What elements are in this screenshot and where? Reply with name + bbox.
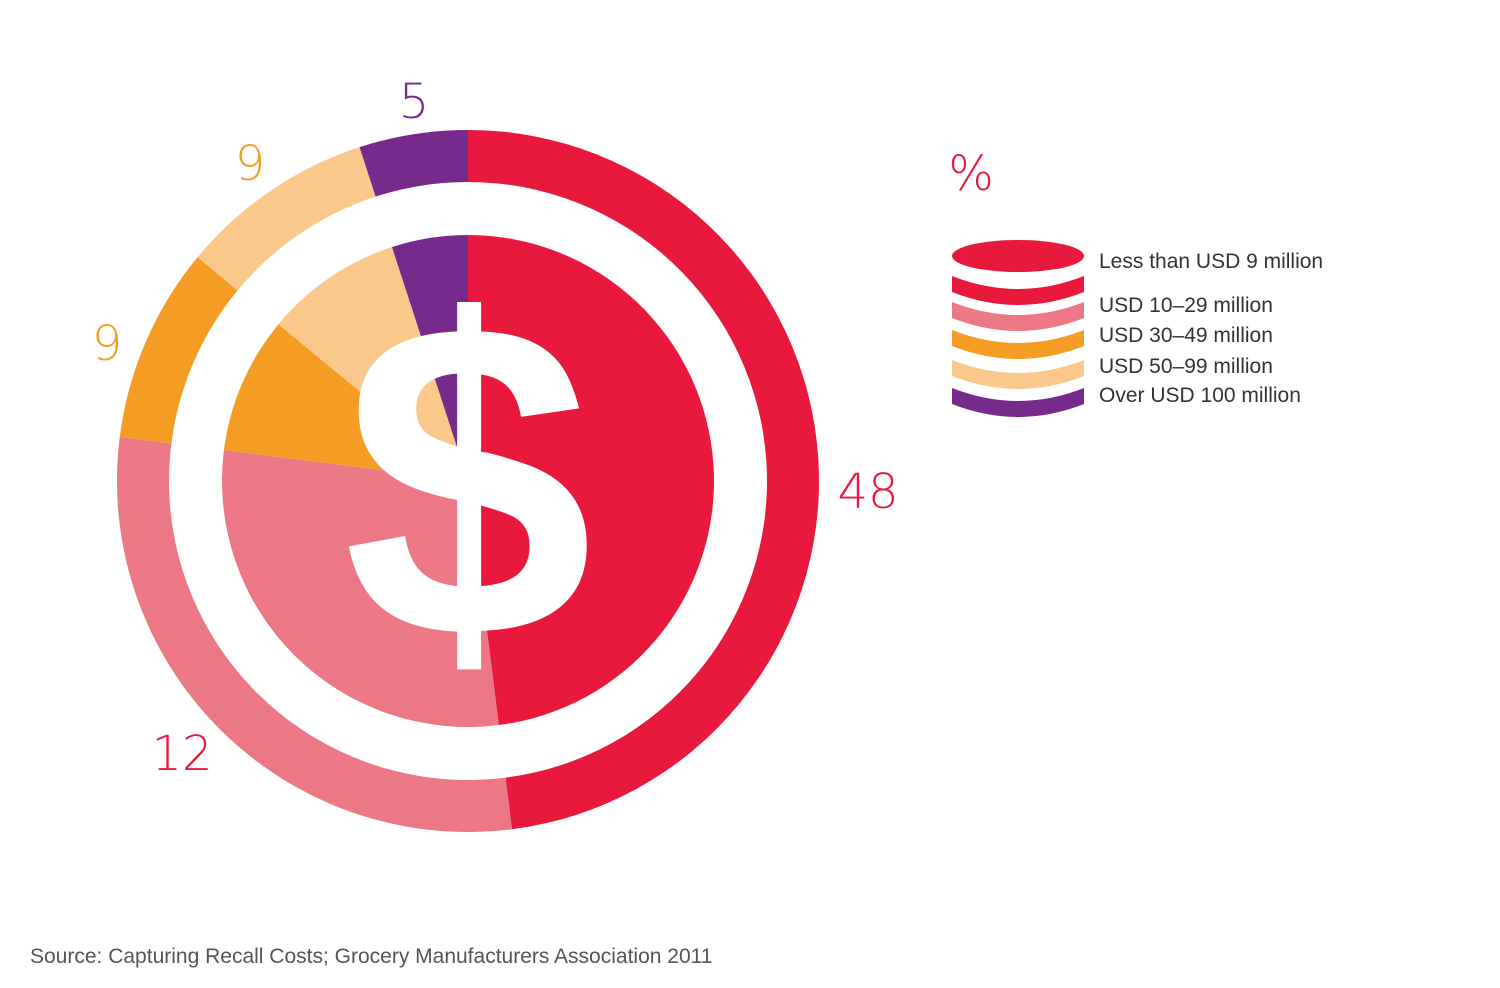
inner-pie [222,235,714,728]
legend-label-2: USD 30–49 million [1099,324,1273,347]
legend-label-3: USD 50–99 million [1099,355,1273,378]
ring-segment-3 [197,147,376,291]
legend-swatch-1 [952,302,1084,331]
data-label-4: 5 [399,74,430,130]
legend [952,240,1084,417]
pie-slice-4 [391,235,468,481]
pie-slice-0 [468,235,714,726]
legend-swatch-0 [952,276,1084,305]
ring-segment-1 [116,437,512,832]
ring-segment-4 [359,130,468,197]
legend-swatch-2 [952,330,1084,359]
pie-slice-2 [223,324,468,481]
legend-swatch-top [952,240,1084,272]
source-note: Source: Capturing Recall Costs; Grocery … [30,945,712,968]
data-label-2: 9 [92,316,123,372]
data-label-3: 9 [235,136,266,192]
data-label-1: 12 [151,726,212,782]
unit-label: % [948,146,994,202]
legend-label-0: Less than USD 9 million [1099,250,1323,273]
legend-swatch-4 [952,388,1084,417]
legend-swatch-3 [952,360,1084,389]
ring-segment-2 [119,257,238,444]
legend-label-4: Over USD 100 million [1099,384,1301,407]
pie-slice-1 [222,450,499,728]
ring-segment-0 [468,130,819,830]
legend-label-1: USD 10–29 million [1099,294,1273,317]
pie-slice-3 [278,247,468,481]
data-label-0: 48 [837,464,898,520]
dollar-sign-icon: $ [343,230,593,732]
outer-ring [116,130,819,832]
